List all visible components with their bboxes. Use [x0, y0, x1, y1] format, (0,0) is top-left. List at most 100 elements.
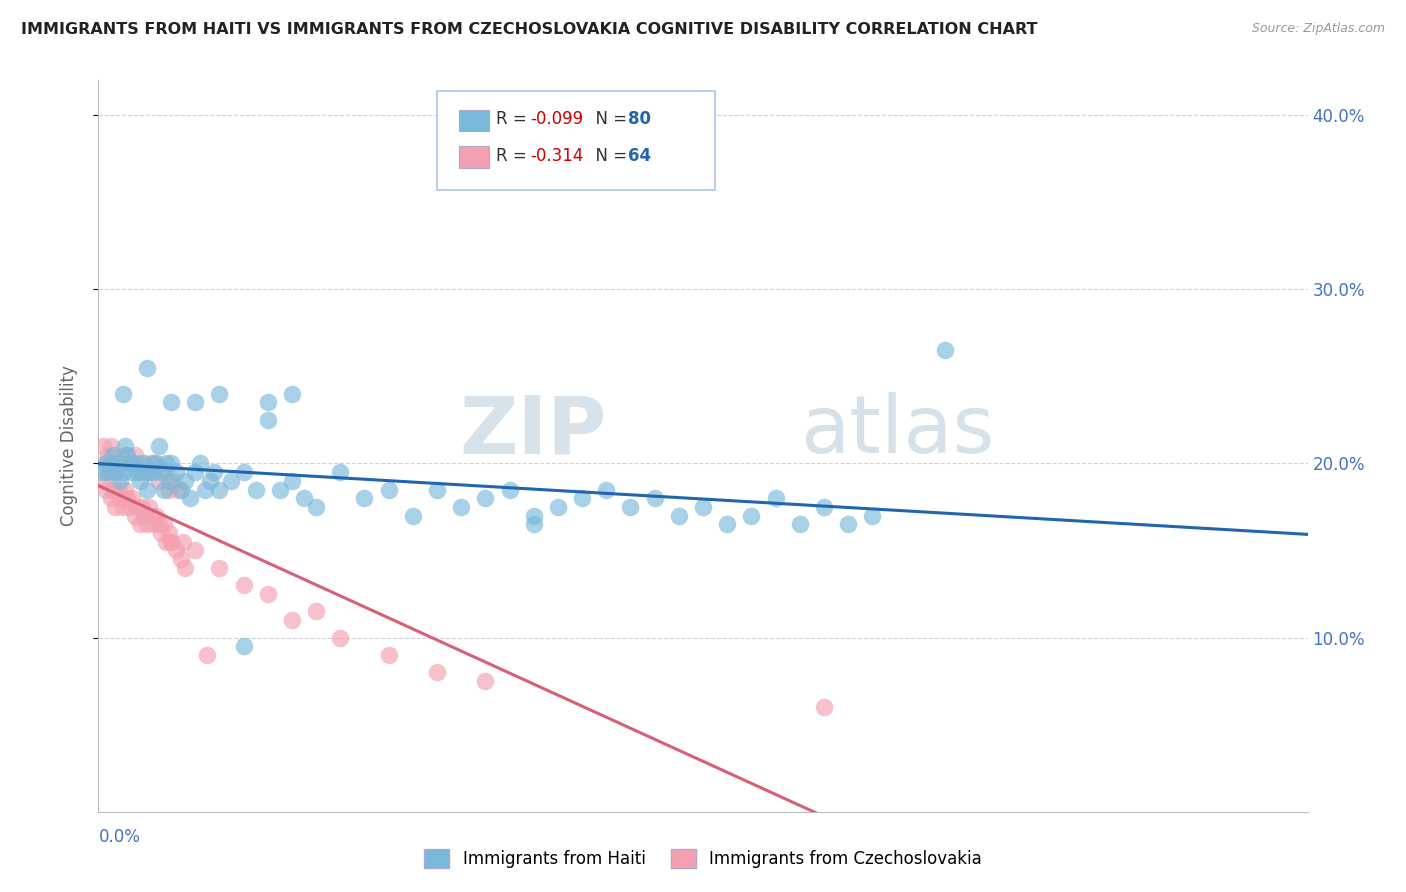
Point	[256, 395, 278, 409]
Point	[127, 465, 149, 479]
Point	[208, 561, 231, 575]
Point	[101, 448, 124, 462]
Point	[134, 457, 156, 471]
Point	[94, 457, 117, 471]
Point	[155, 457, 177, 471]
Point	[121, 491, 143, 506]
Point	[111, 500, 134, 514]
Text: ZIP: ZIP	[458, 392, 606, 470]
Point	[152, 483, 174, 497]
Point	[114, 483, 136, 497]
Point	[114, 448, 136, 462]
Point	[353, 491, 375, 506]
Point	[148, 517, 170, 532]
Point	[198, 474, 221, 488]
Point	[595, 483, 617, 497]
Point	[157, 483, 180, 497]
Point	[232, 578, 254, 592]
Point	[104, 465, 127, 479]
Point	[145, 508, 167, 523]
Point	[305, 500, 328, 514]
Point	[167, 483, 190, 497]
Point	[523, 508, 546, 523]
Point	[111, 465, 134, 479]
Point	[789, 517, 811, 532]
Point	[377, 483, 399, 497]
Point	[172, 534, 194, 549]
Point	[281, 386, 304, 401]
Point	[232, 640, 254, 654]
Point	[619, 500, 641, 514]
Point	[184, 465, 207, 479]
Point	[143, 457, 166, 471]
Point	[377, 648, 399, 662]
Point	[716, 517, 738, 532]
Point	[174, 561, 197, 575]
Point	[765, 491, 787, 506]
Point	[155, 534, 177, 549]
Point	[571, 491, 593, 506]
Text: R =: R =	[496, 110, 533, 128]
Point	[813, 500, 835, 514]
Point	[162, 474, 184, 488]
Point	[160, 457, 183, 471]
Point	[100, 439, 122, 453]
Point	[329, 631, 352, 645]
Y-axis label: Cognitive Disability: Cognitive Disability	[59, 366, 77, 526]
Point	[138, 500, 160, 514]
Point	[118, 500, 141, 514]
Point	[450, 500, 472, 514]
Point	[221, 474, 243, 488]
Point	[131, 500, 153, 514]
Point	[138, 465, 160, 479]
Point	[145, 457, 167, 471]
Text: N =: N =	[585, 146, 631, 165]
Point	[188, 457, 211, 471]
Point	[152, 517, 174, 532]
Point	[204, 465, 226, 479]
Point	[134, 465, 156, 479]
Point	[141, 508, 163, 523]
Point	[813, 700, 835, 714]
Point	[104, 500, 127, 514]
Point	[128, 517, 150, 532]
Point	[329, 465, 352, 479]
Point	[474, 491, 496, 506]
Point	[184, 395, 207, 409]
Point	[91, 474, 114, 488]
FancyBboxPatch shape	[437, 91, 716, 190]
Point	[97, 465, 120, 479]
Point	[179, 491, 201, 506]
Point	[101, 483, 124, 497]
Point	[740, 508, 762, 523]
Point	[135, 360, 157, 375]
Point	[523, 517, 546, 532]
Point	[152, 465, 174, 479]
Point	[547, 500, 569, 514]
Point	[402, 508, 425, 523]
Point	[100, 491, 122, 506]
Point	[165, 465, 187, 479]
Text: atlas: atlas	[800, 392, 994, 470]
Point	[281, 474, 304, 488]
Point	[91, 465, 114, 479]
Point	[256, 413, 278, 427]
Point	[160, 395, 183, 409]
Point	[281, 613, 304, 627]
Point	[128, 474, 150, 488]
Point	[174, 474, 197, 488]
Text: 0.0%: 0.0%	[98, 828, 141, 846]
Point	[426, 665, 449, 680]
Point	[160, 534, 183, 549]
Point	[141, 457, 163, 471]
Point	[91, 439, 114, 453]
Point	[97, 465, 120, 479]
Point	[150, 465, 173, 479]
Point	[108, 457, 131, 471]
Point	[245, 483, 267, 497]
Point	[138, 465, 160, 479]
Point	[131, 457, 153, 471]
Point	[127, 500, 149, 514]
Text: 64: 64	[628, 146, 651, 165]
FancyBboxPatch shape	[458, 110, 489, 131]
